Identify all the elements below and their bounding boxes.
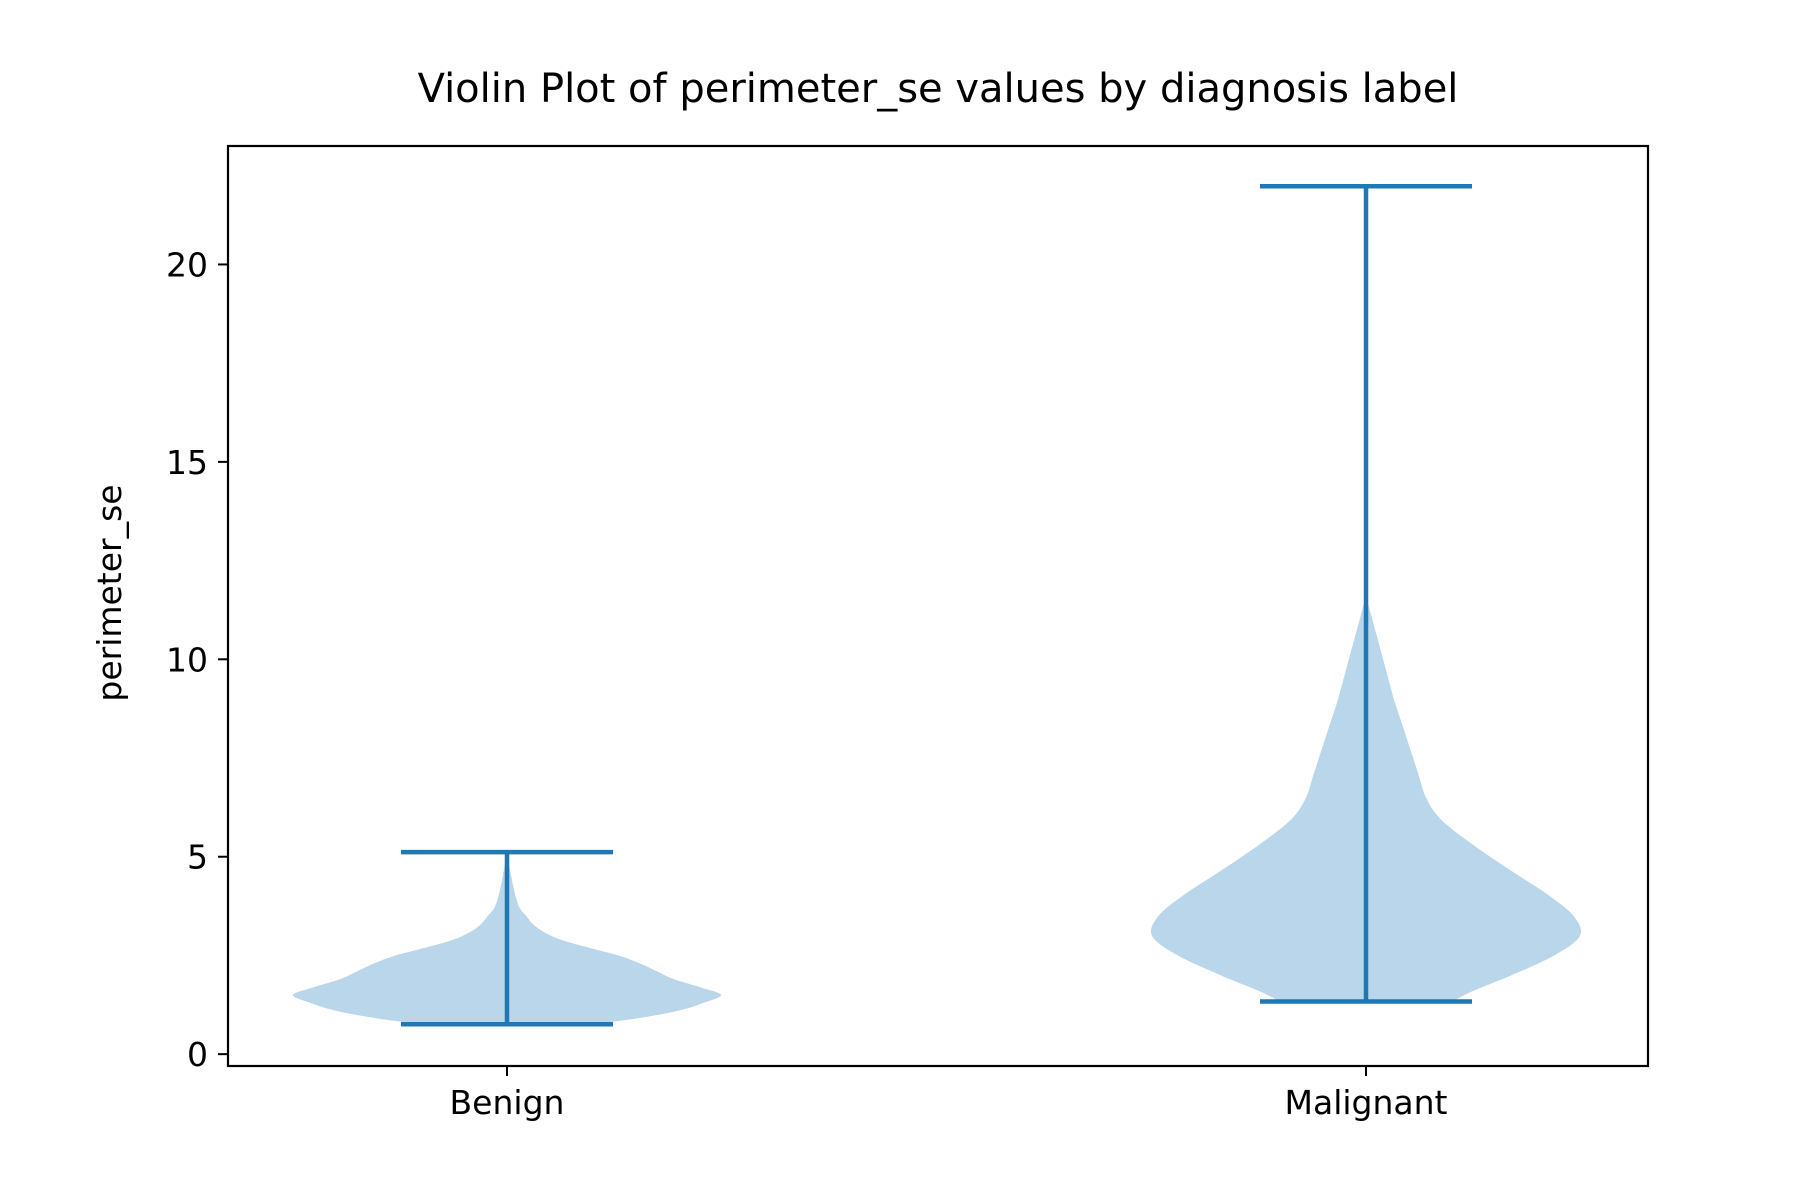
y-tick-label: 5 bbox=[187, 838, 208, 877]
y-tick-label: 10 bbox=[166, 640, 208, 679]
plot-area bbox=[292, 184, 1582, 1027]
y-tick-label: 0 bbox=[187, 1035, 208, 1074]
y-tick-label: 15 bbox=[166, 443, 208, 482]
axes-frame bbox=[226, 144, 1650, 1068]
chart-title: Violin Plot of perimeter_se values by di… bbox=[418, 66, 1459, 112]
x-tick-label-malignant: Malignant bbox=[1285, 1083, 1448, 1122]
axes: 0 5 10 15 20 Benign Malignant bbox=[166, 144, 1650, 1122]
y-tick-label: 20 bbox=[166, 245, 208, 284]
y-axis-label: perimeter_se bbox=[90, 484, 129, 701]
x-tick-label-benign: Benign bbox=[450, 1083, 565, 1122]
